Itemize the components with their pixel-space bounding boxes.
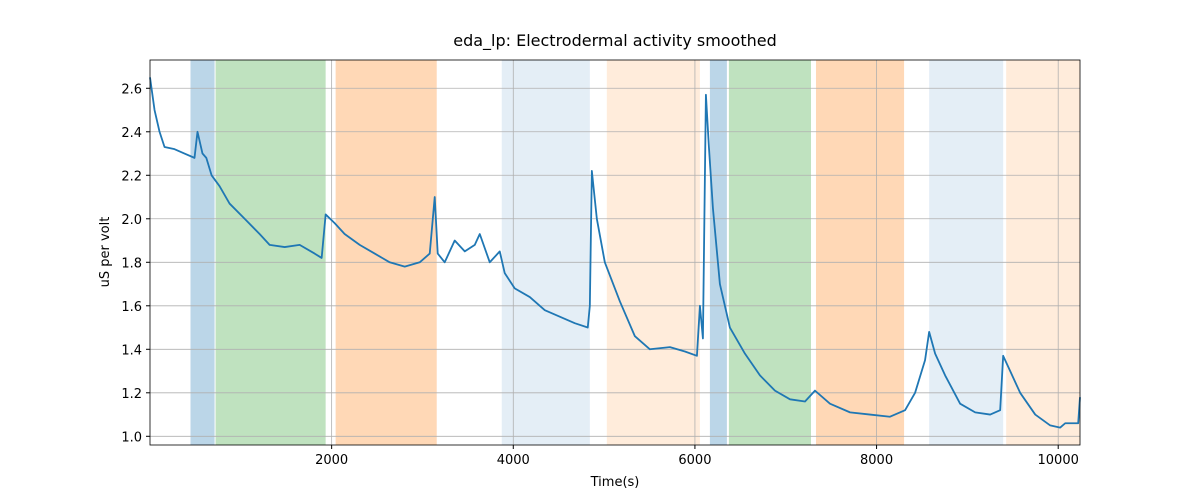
shaded-span [728,60,811,445]
shaded-span [501,60,590,445]
shaded-span [815,60,905,445]
chart-title: eda_lp: Electrodermal activity smoothed [453,31,777,51]
x-tick-label: 6000 [678,453,711,468]
y-tick-label: 2.6 [121,82,142,97]
y-tick-label: 1.8 [121,256,142,271]
y-tick-label: 1.4 [121,343,142,358]
data-line [149,77,1081,429]
x-tick-label: 4000 [497,453,530,468]
y-axis-label: uS per volt [98,217,113,288]
shaded-span [709,60,727,445]
x-tick-label: 2000 [315,453,348,468]
plot-frame [149,59,1081,446]
shaded-span [929,60,1004,445]
x-tick-label: 8000 [860,453,893,468]
y-tick-label: 1.0 [121,430,142,445]
shaded-span [1006,60,1080,445]
y-tick-label: 2.4 [121,126,142,141]
y-tick-label: 1.2 [121,387,142,402]
y-tick-label: 2.2 [121,169,142,184]
shaded-span [215,60,326,445]
shaded-span [606,60,700,445]
shaded-span [190,60,215,445]
x-axis-label: Time(s) [590,475,640,490]
y-tick-label: 2.0 [121,213,142,228]
y-tick-label: 1.6 [121,300,142,315]
shaded-span [335,60,437,445]
x-tick-label: 10000 [1038,453,1079,468]
